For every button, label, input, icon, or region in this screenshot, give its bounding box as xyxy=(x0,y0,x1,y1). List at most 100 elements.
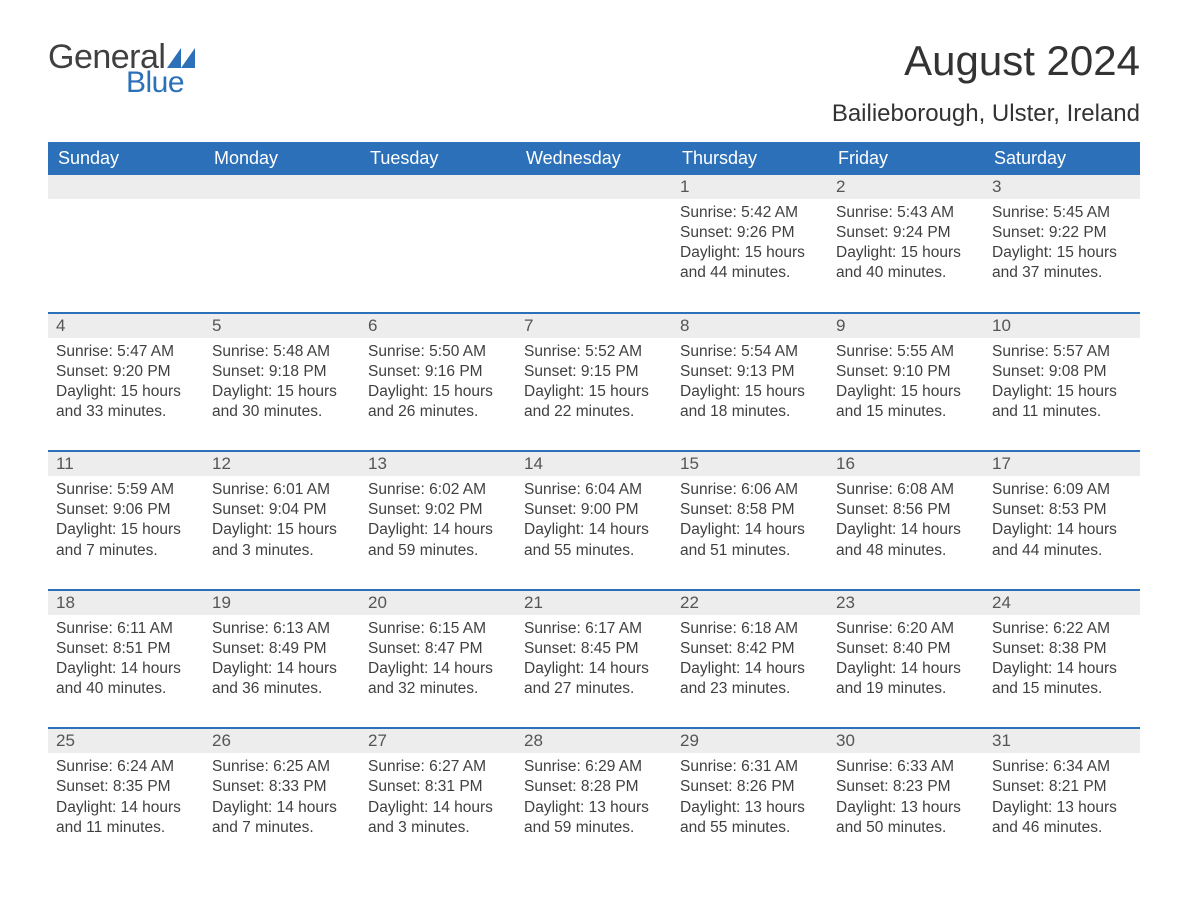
day-details: Sunrise: 5:42 AMSunset: 9:26 PMDaylight:… xyxy=(672,199,828,312)
day-number: 17 xyxy=(984,452,1140,476)
sunrise-line: Sunrise: 6:06 AM xyxy=(680,480,820,500)
sunset-line: Sunset: 8:45 PM xyxy=(524,639,664,659)
day-details: Sunrise: 6:31 AMSunset: 8:26 PMDaylight:… xyxy=(672,753,828,866)
sunset-line: Sunset: 8:56 PM xyxy=(836,500,976,520)
day-details: Sunrise: 6:33 AMSunset: 8:23 PMDaylight:… xyxy=(828,753,984,866)
sunset-line: Sunset: 8:51 PM xyxy=(56,639,196,659)
calendar-day-cell: 20Sunrise: 6:15 AMSunset: 8:47 PMDayligh… xyxy=(360,590,516,729)
sunset-line: Sunset: 8:53 PM xyxy=(992,500,1132,520)
logo-text-blue: Blue xyxy=(126,68,195,98)
calendar-day-cell xyxy=(204,175,360,313)
calendar-day-cell: 29Sunrise: 6:31 AMSunset: 8:26 PMDayligh… xyxy=(672,728,828,866)
daylight-line: Daylight: 13 hours and 55 minutes. xyxy=(680,798,820,838)
sunrise-line: Sunrise: 5:54 AM xyxy=(680,342,820,362)
day-details: Sunrise: 6:18 AMSunset: 8:42 PMDaylight:… xyxy=(672,615,828,728)
calendar-day-cell: 16Sunrise: 6:08 AMSunset: 8:56 PMDayligh… xyxy=(828,451,984,590)
day-number: 12 xyxy=(204,452,360,476)
day-details: Sunrise: 6:08 AMSunset: 8:56 PMDaylight:… xyxy=(828,476,984,589)
day-details-empty xyxy=(516,199,672,309)
sunset-line: Sunset: 8:28 PM xyxy=(524,777,664,797)
calendar-day-cell: 2Sunrise: 5:43 AMSunset: 9:24 PMDaylight… xyxy=(828,175,984,313)
calendar-day-cell: 23Sunrise: 6:20 AMSunset: 8:40 PMDayligh… xyxy=(828,590,984,729)
daylight-line: Daylight: 14 hours and 11 minutes. xyxy=(56,798,196,838)
day-details: Sunrise: 6:01 AMSunset: 9:04 PMDaylight:… xyxy=(204,476,360,589)
calendar-day-cell: 3Sunrise: 5:45 AMSunset: 9:22 PMDaylight… xyxy=(984,175,1140,313)
calendar-week-row: 4Sunrise: 5:47 AMSunset: 9:20 PMDaylight… xyxy=(48,313,1140,452)
day-number: 4 xyxy=(48,314,204,338)
day-details: Sunrise: 5:59 AMSunset: 9:06 PMDaylight:… xyxy=(48,476,204,589)
weekday-header: Sunday xyxy=(48,142,204,175)
sunset-line: Sunset: 9:04 PM xyxy=(212,500,352,520)
day-number: 25 xyxy=(48,729,204,753)
day-number-empty xyxy=(360,175,516,199)
calendar-day-cell: 5Sunrise: 5:48 AMSunset: 9:18 PMDaylight… xyxy=(204,313,360,452)
sunrise-line: Sunrise: 6:09 AM xyxy=(992,480,1132,500)
calendar-day-cell xyxy=(516,175,672,313)
sunset-line: Sunset: 8:40 PM xyxy=(836,639,976,659)
weekday-header: Monday xyxy=(204,142,360,175)
day-number: 15 xyxy=(672,452,828,476)
daylight-line: Daylight: 14 hours and 3 minutes. xyxy=(368,798,508,838)
day-details: Sunrise: 6:09 AMSunset: 8:53 PMDaylight:… xyxy=(984,476,1140,589)
sunrise-line: Sunrise: 6:01 AM xyxy=(212,480,352,500)
sunrise-line: Sunrise: 6:22 AM xyxy=(992,619,1132,639)
page-header: General Blue August 2024 Bailieborough, … xyxy=(48,40,1140,138)
day-number: 16 xyxy=(828,452,984,476)
sunrise-line: Sunrise: 6:18 AM xyxy=(680,619,820,639)
day-details: Sunrise: 6:27 AMSunset: 8:31 PMDaylight:… xyxy=(360,753,516,866)
day-details-empty xyxy=(360,199,516,309)
calendar-day-cell: 1Sunrise: 5:42 AMSunset: 9:26 PMDaylight… xyxy=(672,175,828,313)
calendar-day-cell: 17Sunrise: 6:09 AMSunset: 8:53 PMDayligh… xyxy=(984,451,1140,590)
calendar-day-cell: 30Sunrise: 6:33 AMSunset: 8:23 PMDayligh… xyxy=(828,728,984,866)
sunset-line: Sunset: 9:22 PM xyxy=(992,223,1132,243)
day-number: 27 xyxy=(360,729,516,753)
daylight-line: Daylight: 13 hours and 50 minutes. xyxy=(836,798,976,838)
day-number: 5 xyxy=(204,314,360,338)
day-details: Sunrise: 6:17 AMSunset: 8:45 PMDaylight:… xyxy=(516,615,672,728)
sunrise-line: Sunrise: 6:20 AM xyxy=(836,619,976,639)
sunset-line: Sunset: 8:33 PM xyxy=(212,777,352,797)
daylight-line: Daylight: 15 hours and 30 minutes. xyxy=(212,382,352,422)
daylight-line: Daylight: 15 hours and 33 minutes. xyxy=(56,382,196,422)
calendar-day-cell: 31Sunrise: 6:34 AMSunset: 8:21 PMDayligh… xyxy=(984,728,1140,866)
day-details: Sunrise: 6:15 AMSunset: 8:47 PMDaylight:… xyxy=(360,615,516,728)
day-number: 1 xyxy=(672,175,828,199)
sunset-line: Sunset: 9:20 PM xyxy=(56,362,196,382)
day-details: Sunrise: 5:45 AMSunset: 9:22 PMDaylight:… xyxy=(984,199,1140,312)
day-number: 11 xyxy=(48,452,204,476)
daylight-line: Daylight: 15 hours and 40 minutes. xyxy=(836,243,976,283)
calendar-week-row: 1Sunrise: 5:42 AMSunset: 9:26 PMDaylight… xyxy=(48,175,1140,313)
sunrise-line: Sunrise: 6:31 AM xyxy=(680,757,820,777)
weekday-header: Friday xyxy=(828,142,984,175)
daylight-line: Daylight: 15 hours and 26 minutes. xyxy=(368,382,508,422)
day-number-empty xyxy=(48,175,204,199)
daylight-line: Daylight: 14 hours and 7 minutes. xyxy=(212,798,352,838)
day-details: Sunrise: 5:52 AMSunset: 9:15 PMDaylight:… xyxy=(516,338,672,451)
daylight-line: Daylight: 15 hours and 3 minutes. xyxy=(212,520,352,560)
day-number-empty xyxy=(516,175,672,199)
daylight-line: Daylight: 14 hours and 19 minutes. xyxy=(836,659,976,699)
day-details: Sunrise: 5:57 AMSunset: 9:08 PMDaylight:… xyxy=(984,338,1140,451)
daylight-line: Daylight: 15 hours and 11 minutes. xyxy=(992,382,1132,422)
location-subtitle: Bailieborough, Ulster, Ireland xyxy=(832,100,1140,128)
calendar-day-cell: 19Sunrise: 6:13 AMSunset: 8:49 PMDayligh… xyxy=(204,590,360,729)
sunrise-line: Sunrise: 6:04 AM xyxy=(524,480,664,500)
daylight-line: Daylight: 14 hours and 32 minutes. xyxy=(368,659,508,699)
day-details-empty xyxy=(204,199,360,309)
weekday-header: Thursday xyxy=(672,142,828,175)
sunrise-line: Sunrise: 5:50 AM xyxy=(368,342,508,362)
day-details: Sunrise: 6:04 AMSunset: 9:00 PMDaylight:… xyxy=(516,476,672,589)
day-number: 6 xyxy=(360,314,516,338)
day-details: Sunrise: 6:29 AMSunset: 8:28 PMDaylight:… xyxy=(516,753,672,866)
day-details: Sunrise: 5:48 AMSunset: 9:18 PMDaylight:… xyxy=(204,338,360,451)
day-details: Sunrise: 6:13 AMSunset: 8:49 PMDaylight:… xyxy=(204,615,360,728)
calendar-day-cell: 26Sunrise: 6:25 AMSunset: 8:33 PMDayligh… xyxy=(204,728,360,866)
day-number: 9 xyxy=(828,314,984,338)
day-number: 29 xyxy=(672,729,828,753)
daylight-line: Daylight: 15 hours and 44 minutes. xyxy=(680,243,820,283)
sunset-line: Sunset: 8:47 PM xyxy=(368,639,508,659)
day-details: Sunrise: 6:25 AMSunset: 8:33 PMDaylight:… xyxy=(204,753,360,866)
calendar-day-cell: 10Sunrise: 5:57 AMSunset: 9:08 PMDayligh… xyxy=(984,313,1140,452)
day-number: 22 xyxy=(672,591,828,615)
day-number: 7 xyxy=(516,314,672,338)
